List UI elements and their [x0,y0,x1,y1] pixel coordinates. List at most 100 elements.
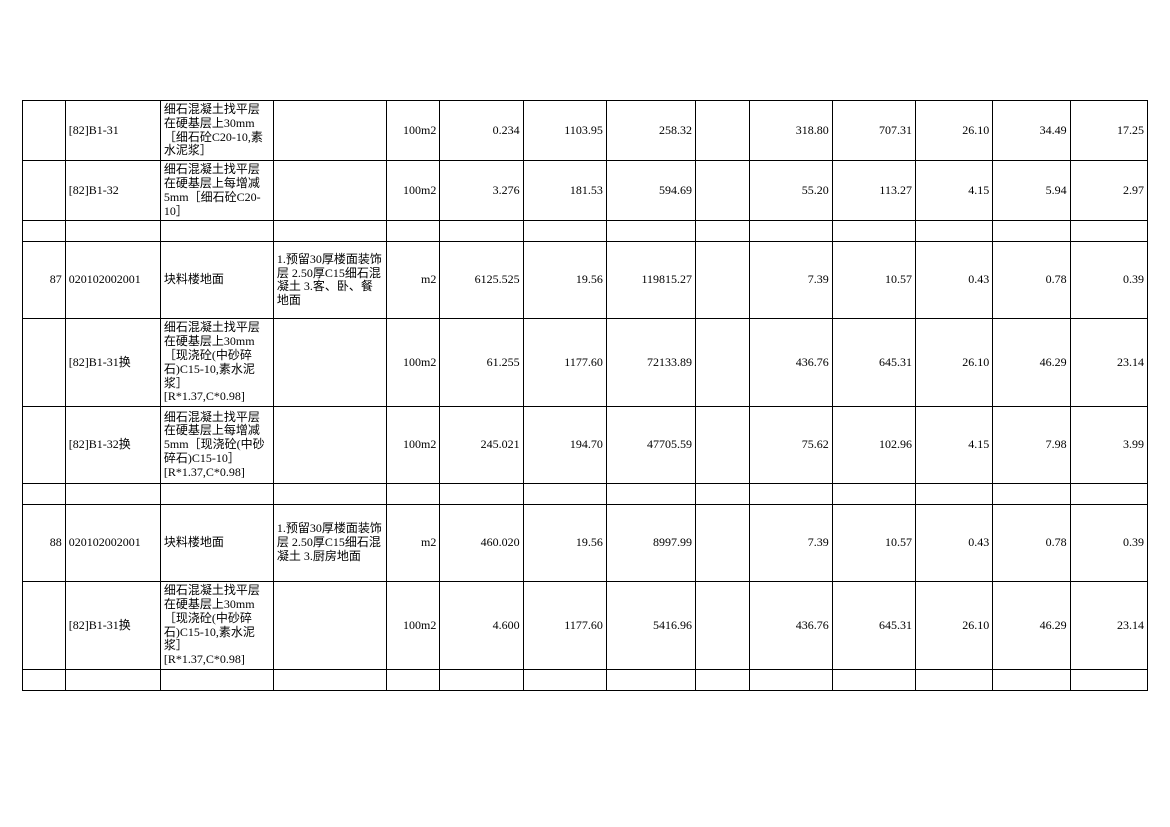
cell [832,669,915,690]
cell [749,669,832,690]
cell: 87 [23,242,66,319]
cell [993,669,1070,690]
cell: 19.56 [523,242,606,319]
table-row [23,484,1148,505]
cell [696,319,750,407]
cell [440,221,523,242]
cell [23,161,66,221]
cell [440,669,523,690]
cell: 2.97 [1070,161,1147,221]
cell: 块料楼地面 [160,242,273,319]
cell [386,669,440,690]
cell [523,221,606,242]
cell: 10.57 [832,242,915,319]
table-row: [82]B1-31换细石混凝土找平层在硬基层上30mm［现浇砼(中砂碎石)C15… [23,319,1148,407]
cell: 1177.60 [523,582,606,670]
cell: 10.57 [832,505,915,582]
cell [993,484,1070,505]
cell: 55.20 [749,161,832,221]
cell [696,505,750,582]
cell [273,407,386,484]
cell: [82]B1-31 [65,101,160,161]
cell: 100m2 [386,582,440,670]
cell [273,582,386,670]
cell: 707.31 [832,101,915,161]
cell [915,221,992,242]
cell [386,484,440,505]
cell: 34.49 [993,101,1070,161]
cell: 113.27 [832,161,915,221]
cell [160,221,273,242]
cell [832,484,915,505]
cell: 块料楼地面 [160,505,273,582]
cell: 细石混凝土找平层在硬基层上30mm［现浇砼(中砂碎石)C15-10,素水泥浆］ … [160,319,273,407]
cell: 17.25 [1070,101,1147,161]
cell: 5.94 [993,161,1070,221]
cell: 194.70 [523,407,606,484]
cell [915,669,992,690]
cell: 4.600 [440,582,523,670]
table-row: [82]B1-31细石混凝土找平层在硬基层上30mm［细石砼C20-10,素水泥… [23,101,1148,161]
cell: 258.32 [606,101,695,161]
table-row [23,669,1148,690]
cell: 119815.27 [606,242,695,319]
cell [65,484,160,505]
cell: 1.预留30厚楼面装饰层 2.50厚C15细石混凝土 3.厨房地面 [273,505,386,582]
cell: 细石混凝土找平层在硬基层上每增减5mm［现浇砼(中砂碎石)C15-10］ [R*… [160,407,273,484]
cell: 4.15 [915,407,992,484]
cell: 23.14 [1070,582,1147,670]
cell: 3.99 [1070,407,1147,484]
table-body: [82]B1-31细石混凝土找平层在硬基层上30mm［细石砼C20-10,素水泥… [23,101,1148,691]
cell [273,101,386,161]
cell: 4.15 [915,161,992,221]
table-row: [82]B1-31换细石混凝土找平层在硬基层上30mm［现浇砼(中砂碎石)C15… [23,582,1148,670]
cell [65,669,160,690]
cell: [82]B1-32换 [65,407,160,484]
data-table: [82]B1-31细石混凝土找平层在硬基层上30mm［细石砼C20-10,素水泥… [22,100,1148,691]
cell [696,242,750,319]
cell: 1103.95 [523,101,606,161]
cell: 0.43 [915,242,992,319]
cell: 100m2 [386,161,440,221]
cell: 61.255 [440,319,523,407]
cell: 5416.96 [606,582,695,670]
cell: [82]B1-31换 [65,582,160,670]
cell: 645.31 [832,582,915,670]
cell: 47705.59 [606,407,695,484]
cell: 8997.99 [606,505,695,582]
cell: 46.29 [993,582,1070,670]
cell: 细石混凝土找平层在硬基层上30mm［细石砼C20-10,素水泥浆］ [160,101,273,161]
cell: 19.56 [523,505,606,582]
cell [696,407,750,484]
cell: 436.76 [749,582,832,670]
cell: 0.78 [993,505,1070,582]
cell [696,221,750,242]
cell [273,484,386,505]
cell: 0.78 [993,242,1070,319]
cell [386,221,440,242]
cell [23,407,66,484]
cell [23,582,66,670]
cell [440,484,523,505]
cell [696,161,750,221]
cell: 6125.525 [440,242,523,319]
table-row: [82]B1-32细石混凝土找平层在硬基层上每增减5mm［细石砼C20-10］1… [23,161,1148,221]
cell [696,484,750,505]
cell: 020102002001 [65,505,160,582]
cell: 26.10 [915,582,992,670]
cell: 75.62 [749,407,832,484]
cell [273,161,386,221]
cell [696,582,750,670]
cell [1070,669,1147,690]
cell [606,484,695,505]
cell: 细石混凝土找平层在硬基层上30mm［现浇砼(中砂碎石)C15-10,素水泥浆］ … [160,582,273,670]
cell: 7.39 [749,505,832,582]
cell [749,484,832,505]
cell: 318.80 [749,101,832,161]
cell: 23.14 [1070,319,1147,407]
cell [23,484,66,505]
cell [696,669,750,690]
table-row: 87020102002001块料楼地面1.预留30厚楼面装饰层 2.50厚C15… [23,242,1148,319]
sheet: [82]B1-31细石混凝土找平层在硬基层上30mm［细石砼C20-10,素水泥… [22,100,1148,691]
cell: 0.43 [915,505,992,582]
